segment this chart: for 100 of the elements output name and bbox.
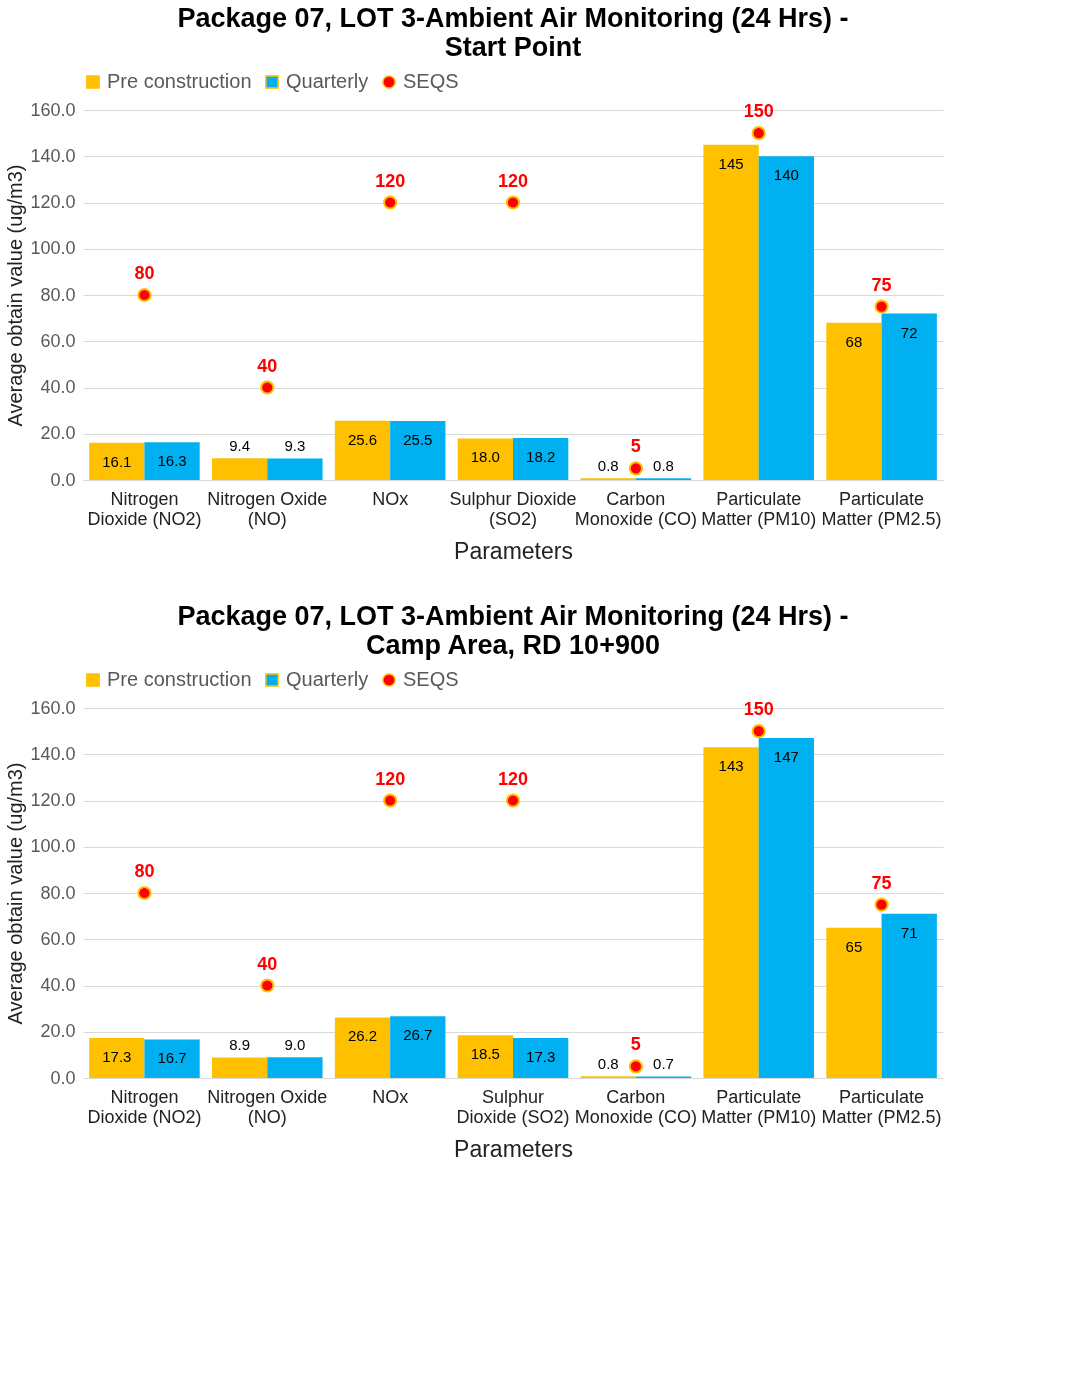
- bar: [89, 442, 145, 480]
- bar: [457, 1035, 513, 1078]
- bar: [457, 438, 513, 480]
- x-tick-label: NOx: [372, 488, 409, 509]
- data-label: 0.8: [597, 1055, 619, 1073]
- data-label: 0.7: [653, 1055, 674, 1073]
- x-tick-label: Nitrogen Oxide (NO): [207, 488, 328, 529]
- data-label: 80: [134, 263, 155, 283]
- bar: [89, 1037, 145, 1078]
- data-label: 5: [630, 1034, 641, 1055]
- point: [137, 885, 152, 901]
- y-tick-label: 160.0: [30, 697, 76, 718]
- bar: [703, 144, 759, 480]
- data-label: 150: [743, 699, 774, 720]
- y-tick-label: 40.0: [40, 377, 76, 397]
- point: [874, 299, 889, 314]
- data-label: 120: [497, 768, 529, 789]
- y-tick-label: 0.0: [50, 1067, 76, 1088]
- y-axis-title: Average obtain value (ug/m3): [4, 164, 27, 427]
- bar: [881, 913, 937, 1078]
- data-label: 68: [845, 332, 863, 350]
- data-label: 71: [900, 923, 918, 941]
- point: [383, 793, 398, 808]
- point: [505, 195, 521, 210]
- x-axis-title: Parameters: [454, 537, 573, 564]
- x-tick-label: Carbon Monoxide (CO): [574, 1086, 697, 1127]
- data-label: 18.5: [470, 1045, 500, 1063]
- point: [751, 724, 766, 739]
- x-tick-label: Nitrogen Dioxide (NO2): [87, 488, 202, 529]
- bar: [513, 437, 569, 480]
- point: [260, 978, 275, 993]
- y-axis-title: Average obtain value (ug/m3): [4, 762, 27, 1025]
- data-label: 8.9: [229, 1036, 251, 1054]
- bar: [758, 738, 814, 1078]
- data-label: 5: [630, 436, 641, 457]
- point: [137, 287, 152, 303]
- data-label: 25.5: [403, 431, 433, 449]
- y-tick-label: 140.0: [30, 145, 76, 166]
- data-label: 9.4: [229, 437, 251, 455]
- bar: [390, 421, 446, 480]
- data-label: 80: [134, 861, 155, 881]
- legend-label: Quarterly: [286, 70, 369, 92]
- point: [874, 897, 889, 912]
- point: [751, 126, 766, 141]
- y-tick-label: 120.0: [30, 790, 76, 810]
- data-label: 75: [871, 274, 892, 295]
- bar: [881, 313, 937, 480]
- data-label: 17.3: [102, 1047, 132, 1065]
- x-tick-label: Particulate Matter (PM2.5): [821, 488, 942, 529]
- y-tick-label: 160.0: [30, 99, 76, 120]
- bar: [212, 458, 268, 480]
- bar: [826, 322, 882, 480]
- bar: [267, 458, 323, 480]
- y-tick-label: 100.0: [30, 836, 76, 857]
- x-tick-label: Sulphur Dioxide (SO2): [456, 1086, 570, 1127]
- y-tick-label: 120.0: [30, 192, 76, 212]
- data-label: 120: [375, 170, 406, 191]
- bar: [334, 1017, 391, 1078]
- x-tick-label: Nitrogen Dioxide (NO2): [87, 1086, 202, 1127]
- y-tick-label: 20.0: [40, 423, 76, 444]
- legend-label: Pre construction: [107, 668, 252, 690]
- point: [383, 195, 398, 210]
- data-label: 9.0: [284, 1036, 306, 1054]
- data-label: 16.7: [157, 1049, 187, 1067]
- y-tick-label: 100.0: [30, 238, 76, 259]
- data-label: 18.0: [470, 448, 500, 466]
- bar: [267, 1057, 323, 1078]
- data-label: 17.3: [526, 1047, 556, 1065]
- legend-label: Pre construction: [107, 70, 252, 92]
- y-tick-label: 40.0: [40, 975, 76, 995]
- x-tick-label: Particulate Matter (PM10): [701, 488, 817, 529]
- y-tick-label: 140.0: [30, 743, 76, 764]
- legend-label: SEQS: [403, 668, 459, 690]
- data-label: 9.3: [284, 437, 306, 455]
- data-label: 40: [257, 355, 278, 376]
- x-axis-title: Parameters: [454, 1135, 573, 1162]
- data-label: 16.3: [157, 452, 187, 470]
- x-tick-label: NOx: [372, 1086, 409, 1107]
- bar: [144, 1039, 200, 1078]
- data-label: 150: [743, 101, 774, 122]
- bar: [513, 1037, 569, 1078]
- y-tick-label: 80.0: [40, 284, 76, 305]
- legend-label: SEQS: [403, 70, 459, 92]
- data-label: 120: [497, 170, 529, 191]
- chart-title: Package 07, LOT 3-Ambient Air Monitoring (24 Hrs) - Start Point: [177, 3, 849, 62]
- data-label: 26.2: [347, 1027, 378, 1045]
- data-label: 65: [845, 937, 863, 955]
- bar: [334, 420, 391, 480]
- bar: [826, 927, 882, 1078]
- data-label: 147: [773, 748, 799, 766]
- point: [260, 380, 275, 395]
- data-label: 18.2: [526, 447, 556, 465]
- bar: [144, 442, 200, 480]
- data-label: 0.8: [653, 457, 674, 475]
- data-label: 145: [718, 154, 744, 172]
- data-label: 25.6: [347, 430, 378, 448]
- data-label: 40: [257, 953, 278, 974]
- bar: [212, 1057, 268, 1078]
- y-tick-label: 80.0: [40, 882, 76, 903]
- point: [628, 461, 643, 476]
